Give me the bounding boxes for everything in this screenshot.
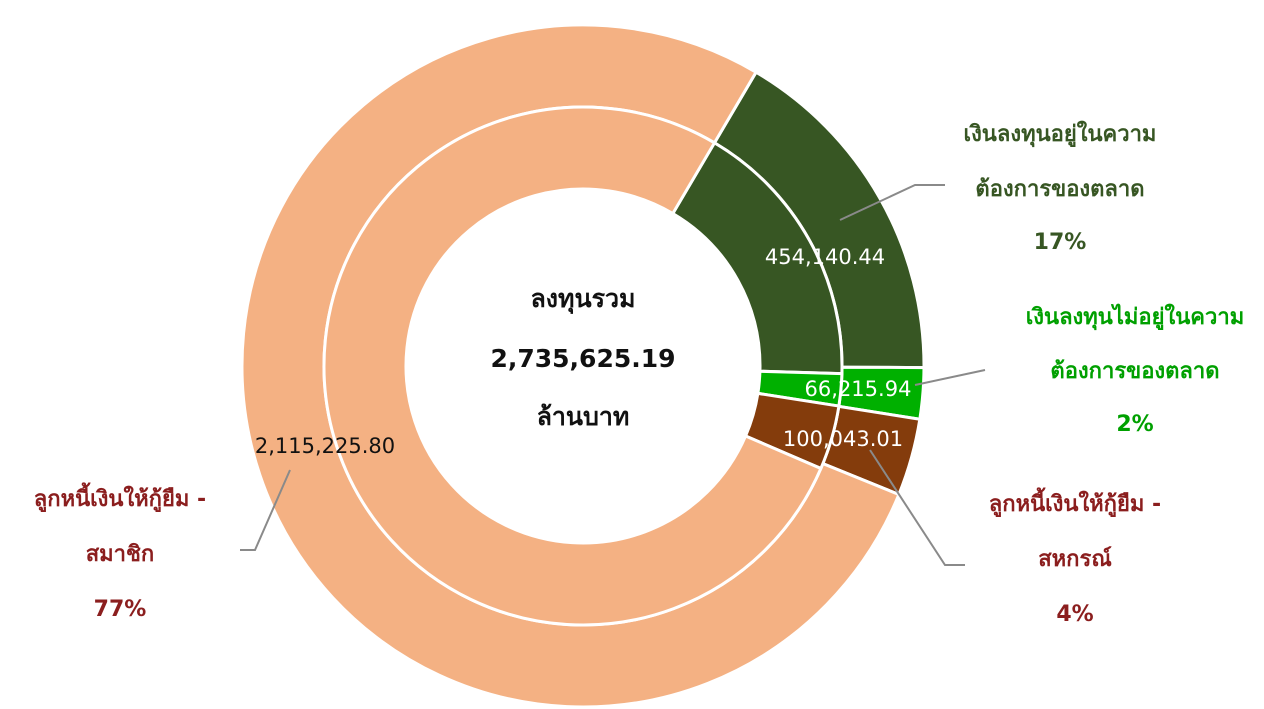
percent-label: 2% [1116,412,1153,437]
center-value: 2,735,625.19 [490,344,675,373]
center-title: ลงทุนรวม [530,284,635,315]
leader-line [869,449,965,566]
percent-label: 17% [1034,230,1087,255]
percent-label: 4% [1056,602,1093,627]
category-label: ต้องการของตลาด [975,177,1144,202]
category-label: สหกรณ์ [1038,546,1111,572]
category-label: สมาชิก [86,542,155,567]
value-label: 454,140.44 [765,245,885,269]
category-label: เงินลงทุนอยู่ในความ [964,120,1157,148]
category-label: ต้องการของตลาด [1050,359,1219,384]
center-unit: ล้านบาท [537,402,630,431]
donut-slice [322,105,823,627]
leader-line [240,469,291,551]
percent-label: 77% [94,597,147,622]
category-label: ลูกหนี้เงินให้กู้ยืม - [989,487,1161,518]
leader-line [839,184,945,221]
value-label: 100,043.01 [783,427,903,451]
value-label: 2,115,225.80 [255,434,395,458]
category-label: เงินลงทุนไม่อยู่ในความ [1026,303,1244,331]
leader-line [914,369,986,386]
category-label: ลูกหนี้เงินให้กู้ยืม - [34,482,206,513]
value-label: 66,215.94 [805,377,912,401]
